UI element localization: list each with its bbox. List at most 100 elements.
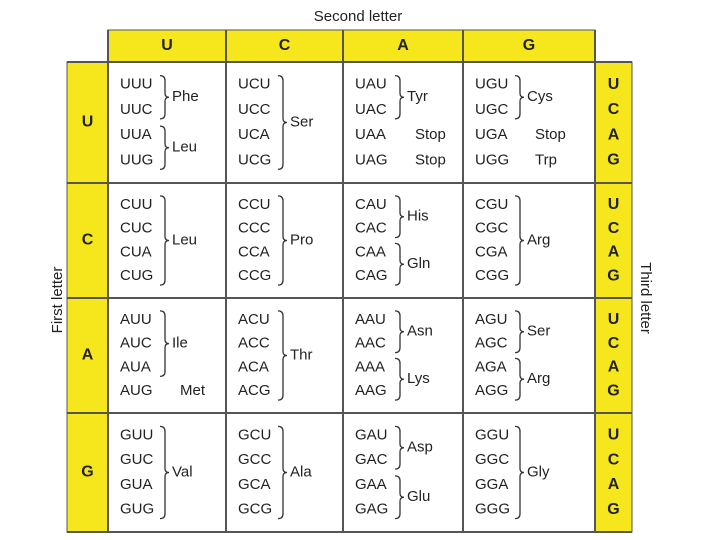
codon: UCA	[238, 126, 270, 143]
row-header: G	[81, 464, 93, 481]
codon: CGU	[475, 196, 508, 213]
codon: AGA	[475, 358, 507, 375]
third-letter: U	[608, 427, 620, 444]
codon: ACG	[238, 382, 271, 399]
codon: AGG	[475, 382, 508, 399]
third-letter: U	[608, 76, 620, 93]
column-header: A	[397, 37, 409, 54]
codon: GGU	[475, 426, 509, 443]
codon: CGG	[475, 267, 509, 284]
amino-acid: Leu	[172, 231, 197, 248]
brace	[277, 425, 288, 520]
codon: CUC	[120, 220, 153, 237]
codon: UAA	[355, 126, 386, 143]
amino-acid: His	[407, 208, 429, 225]
codon: GCG	[238, 501, 272, 518]
third-letter: C	[608, 101, 620, 118]
codon: GUU	[120, 426, 153, 443]
amino-acid: Gln	[407, 255, 430, 272]
third-letter: C	[608, 335, 620, 352]
codon: AGU	[475, 311, 508, 328]
amino-acid: Met	[180, 382, 206, 399]
codon: CAU	[355, 196, 387, 213]
codon: CUA	[120, 243, 152, 260]
third-letter: G	[607, 382, 619, 399]
amino-acid: Cys	[527, 88, 553, 105]
codon: UUC	[120, 101, 153, 118]
codon: UAU	[355, 76, 387, 93]
column-header: U	[161, 37, 173, 54]
header-bg	[107, 29, 596, 63]
codon: AAA	[355, 358, 385, 375]
codon: GGA	[475, 476, 508, 493]
amino-acid: Glu	[407, 488, 430, 505]
codon: CCU	[238, 196, 271, 213]
amino-acid: Leu	[172, 139, 197, 156]
first-letter-label: First letter	[49, 267, 66, 334]
third-letter: A	[608, 244, 620, 261]
codon: CGC	[475, 220, 509, 237]
codon: CCA	[238, 243, 270, 260]
amino-acid: Ser	[290, 113, 313, 130]
codon: ACA	[238, 358, 269, 375]
amino-acid: Stop	[535, 126, 566, 143]
codon: UCG	[238, 151, 271, 168]
amino-acid: Ala	[290, 463, 312, 480]
codon: GAU	[355, 426, 388, 443]
brace	[514, 195, 525, 286]
amino-acid: Asn	[407, 323, 433, 340]
codon: ACC	[238, 335, 270, 352]
codon: AUA	[120, 358, 151, 375]
brace	[159, 310, 170, 378]
codon: GCU	[238, 426, 271, 443]
codon: UGC	[475, 101, 509, 118]
third-letter: U	[608, 311, 620, 328]
codon: ACU	[238, 311, 270, 328]
amino-acid: Thr	[290, 346, 313, 363]
codon: CGA	[475, 243, 508, 260]
codon: CAG	[355, 267, 388, 284]
codon: UGA	[475, 126, 508, 143]
codon: AUC	[120, 335, 152, 352]
row-header: U	[82, 114, 94, 131]
brace	[159, 74, 170, 120]
brace	[394, 425, 405, 470]
brace	[159, 125, 170, 171]
amino-acid: Phe	[172, 88, 199, 105]
amino-acid: Gly	[527, 463, 550, 480]
codon: UGG	[475, 151, 509, 168]
amino-acid: Ile	[172, 335, 188, 352]
row-header: C	[82, 232, 94, 249]
codon: GAC	[355, 451, 388, 468]
codon: AAG	[355, 382, 387, 399]
codon: GAG	[355, 501, 388, 518]
codon: AUU	[120, 311, 152, 328]
codon: AGC	[475, 335, 508, 352]
codon: UAG	[355, 151, 388, 168]
amino-acid: Stop	[415, 126, 446, 143]
brace	[394, 242, 405, 286]
amino-acid: Trp	[535, 151, 557, 168]
brace	[514, 74, 525, 120]
amino-acid: Pro	[290, 231, 313, 248]
brace	[159, 195, 170, 286]
codon: UAC	[355, 101, 387, 118]
amino-acid: Asp	[407, 439, 433, 456]
codon: GUC	[120, 451, 154, 468]
brace	[394, 74, 405, 120]
amino-acid: Tyr	[407, 88, 428, 105]
codon: GCA	[238, 476, 271, 493]
brace	[514, 425, 525, 520]
codon: UUG	[120, 151, 153, 168]
amino-acid: Arg	[527, 370, 550, 387]
amino-acid: Stop	[415, 151, 446, 168]
third-letter: G	[607, 267, 619, 284]
codon: CAC	[355, 220, 387, 237]
codon: GUG	[120, 501, 154, 518]
brace	[159, 425, 170, 520]
second-letter-title: Second letter	[314, 8, 402, 25]
brace	[514, 310, 525, 354]
codon: GAA	[355, 476, 387, 493]
codon: UUU	[120, 76, 153, 93]
